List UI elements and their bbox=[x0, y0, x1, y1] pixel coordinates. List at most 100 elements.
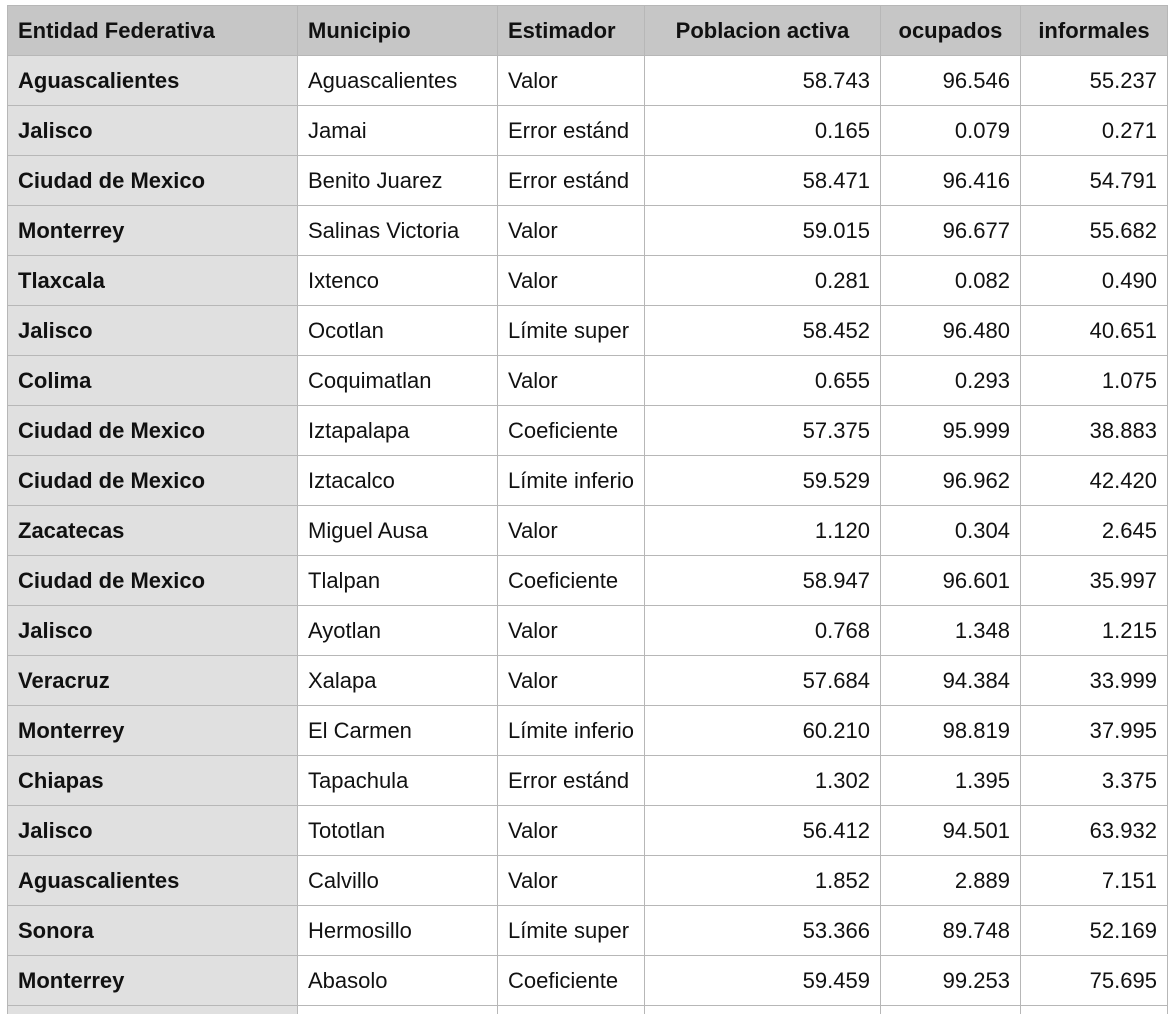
cell-entidad-federativa[interactable]: Tlaxcala bbox=[7, 255, 298, 306]
cell-poblacion-activa[interactable]: 57.684 bbox=[643, 655, 881, 706]
header-informales[interactable]: informales bbox=[1019, 5, 1168, 56]
cell-entidad-federativa[interactable]: Colima bbox=[7, 355, 298, 406]
cell-ocupados[interactable]: 96.546 bbox=[879, 55, 1021, 106]
cell-ocupados[interactable] bbox=[879, 1005, 1021, 1014]
cell-informales[interactable]: 52.169 bbox=[1019, 905, 1168, 956]
cell-estimador[interactable] bbox=[497, 1005, 645, 1014]
cell-informales[interactable]: 1.215 bbox=[1019, 605, 1168, 656]
cell-informales[interactable] bbox=[1019, 1005, 1168, 1014]
cell-informales[interactable]: 55.237 bbox=[1019, 55, 1168, 106]
cell-ocupados[interactable]: 98.819 bbox=[879, 705, 1021, 756]
cell-poblacion-activa[interactable]: 0.281 bbox=[643, 255, 881, 306]
cell-informales[interactable]: 3.375 bbox=[1019, 755, 1168, 806]
cell-poblacion-activa[interactable]: 59.529 bbox=[643, 455, 881, 506]
cell-entidad-federativa[interactable]: Ciudad de Mexico bbox=[7, 455, 298, 506]
cell-entidad-federativa[interactable]: Monterrey bbox=[7, 705, 298, 756]
cell-informales[interactable]: 55.682 bbox=[1019, 205, 1168, 256]
cell-poblacion-activa[interactable]: 59.015 bbox=[643, 205, 881, 256]
cell-entidad-federativa[interactable]: Zacatecas bbox=[7, 505, 298, 556]
cell-estimador[interactable]: Valor bbox=[497, 55, 645, 106]
cell-ocupados[interactable]: 89.748 bbox=[879, 905, 1021, 956]
cell-municipio[interactable] bbox=[297, 1005, 498, 1014]
cell-estimador[interactable]: Valor bbox=[497, 805, 645, 856]
cell-ocupados[interactable]: 96.480 bbox=[879, 305, 1021, 356]
cell-municipio[interactable]: Miguel Ausa bbox=[297, 505, 498, 556]
cell-poblacion-activa[interactable]: 58.452 bbox=[643, 305, 881, 356]
cell-ocupados[interactable]: 95.999 bbox=[879, 405, 1021, 456]
cell-poblacion-activa[interactable]: 53.366 bbox=[643, 905, 881, 956]
cell-poblacion-activa[interactable]: 56.412 bbox=[643, 805, 881, 856]
cell-entidad-federativa[interactable]: Jalisco bbox=[7, 805, 298, 856]
cell-entidad-federativa[interactable]: Aguascalientes bbox=[7, 55, 298, 106]
cell-entidad-federativa[interactable]: Monterrey bbox=[7, 955, 298, 1006]
cell-ocupados[interactable]: 94.384 bbox=[879, 655, 1021, 706]
cell-informales[interactable]: 7.151 bbox=[1019, 855, 1168, 906]
cell-estimador[interactable]: Coeficiente bbox=[497, 555, 645, 606]
cell-ocupados[interactable]: 0.293 bbox=[879, 355, 1021, 406]
cell-estimador[interactable]: Valor bbox=[497, 255, 645, 306]
header-poblacion-activa[interactable]: Poblacion activa bbox=[643, 5, 881, 56]
cell-municipio[interactable]: Coquimatlan bbox=[297, 355, 498, 406]
cell-entidad-federativa[interactable] bbox=[7, 1005, 298, 1014]
cell-informales[interactable]: 54.791 bbox=[1019, 155, 1168, 206]
cell-informales[interactable]: 40.651 bbox=[1019, 305, 1168, 356]
cell-poblacion-activa[interactable]: 58.471 bbox=[643, 155, 881, 206]
cell-entidad-federativa[interactable]: Ciudad de Mexico bbox=[7, 555, 298, 606]
cell-ocupados[interactable]: 96.962 bbox=[879, 455, 1021, 506]
cell-ocupados[interactable]: 0.079 bbox=[879, 105, 1021, 156]
cell-poblacion-activa[interactable]: 1.120 bbox=[643, 505, 881, 556]
cell-municipio[interactable]: Xalapa bbox=[297, 655, 498, 706]
cell-municipio[interactable]: Tapachula bbox=[297, 755, 498, 806]
cell-poblacion-activa[interactable]: 60.210 bbox=[643, 705, 881, 756]
cell-informales[interactable]: 63.932 bbox=[1019, 805, 1168, 856]
cell-poblacion-activa[interactable]: 0.768 bbox=[643, 605, 881, 656]
header-ocupados[interactable]: ocupados bbox=[879, 5, 1021, 56]
cell-entidad-federativa[interactable]: Ciudad de Mexico bbox=[7, 405, 298, 456]
cell-poblacion-activa[interactable]: 59.459 bbox=[643, 955, 881, 1006]
header-entidad-federativa[interactable]: Entidad Federativa bbox=[7, 5, 298, 56]
cell-estimador[interactable]: Coeficiente bbox=[497, 955, 645, 1006]
cell-municipio[interactable]: Aguascalientes bbox=[297, 55, 498, 106]
cell-poblacion-activa[interactable]: 1.302 bbox=[643, 755, 881, 806]
cell-municipio[interactable]: Ocotlan bbox=[297, 305, 498, 356]
cell-municipio[interactable]: Jamai bbox=[297, 105, 498, 156]
cell-informales[interactable]: 75.695 bbox=[1019, 955, 1168, 1006]
cell-entidad-federativa[interactable]: Sonora bbox=[7, 905, 298, 956]
cell-estimador[interactable]: Límite super bbox=[497, 305, 645, 356]
cell-ocupados[interactable]: 96.601 bbox=[879, 555, 1021, 606]
cell-municipio[interactable]: Iztacalco bbox=[297, 455, 498, 506]
header-municipio[interactable]: Municipio bbox=[297, 5, 498, 56]
cell-estimador[interactable]: Valor bbox=[497, 605, 645, 656]
cell-estimador[interactable]: Error estánd bbox=[497, 105, 645, 156]
cell-municipio[interactable]: Ixtenco bbox=[297, 255, 498, 306]
cell-municipio[interactable]: Hermosillo bbox=[297, 905, 498, 956]
cell-poblacion-activa[interactable]: 57.375 bbox=[643, 405, 881, 456]
cell-informales[interactable]: 33.999 bbox=[1019, 655, 1168, 706]
cell-municipio[interactable]: Abasolo bbox=[297, 955, 498, 1006]
cell-estimador[interactable]: Límite inferio bbox=[497, 705, 645, 756]
cell-poblacion-activa[interactable]: 58.743 bbox=[643, 55, 881, 106]
cell-informales[interactable]: 2.645 bbox=[1019, 505, 1168, 556]
cell-informales[interactable]: 38.883 bbox=[1019, 405, 1168, 456]
cell-informales[interactable]: 0.490 bbox=[1019, 255, 1168, 306]
cell-municipio[interactable]: Ayotlan bbox=[297, 605, 498, 656]
cell-municipio[interactable]: Calvillo bbox=[297, 855, 498, 906]
cell-municipio[interactable]: Tototlan bbox=[297, 805, 498, 856]
cell-ocupados[interactable]: 96.416 bbox=[879, 155, 1021, 206]
cell-informales[interactable]: 0.271 bbox=[1019, 105, 1168, 156]
cell-ocupados[interactable]: 94.501 bbox=[879, 805, 1021, 856]
cell-informales[interactable]: 42.420 bbox=[1019, 455, 1168, 506]
cell-municipio[interactable]: Salinas Victoria bbox=[297, 205, 498, 256]
cell-entidad-federativa[interactable]: Jalisco bbox=[7, 305, 298, 356]
cell-poblacion-activa[interactable]: 0.655 bbox=[643, 355, 881, 406]
cell-estimador[interactable]: Valor bbox=[497, 855, 645, 906]
cell-poblacion-activa[interactable]: 1.852 bbox=[643, 855, 881, 906]
cell-estimador[interactable]: Límite inferio bbox=[497, 455, 645, 506]
cell-ocupados[interactable]: 0.304 bbox=[879, 505, 1021, 556]
cell-ocupados[interactable]: 1.348 bbox=[879, 605, 1021, 656]
cell-municipio[interactable]: El Carmen bbox=[297, 705, 498, 756]
cell-entidad-federativa[interactable]: Veracruz bbox=[7, 655, 298, 706]
cell-estimador[interactable]: Error estánd bbox=[497, 755, 645, 806]
cell-ocupados[interactable]: 1.395 bbox=[879, 755, 1021, 806]
cell-entidad-federativa[interactable]: Jalisco bbox=[7, 105, 298, 156]
